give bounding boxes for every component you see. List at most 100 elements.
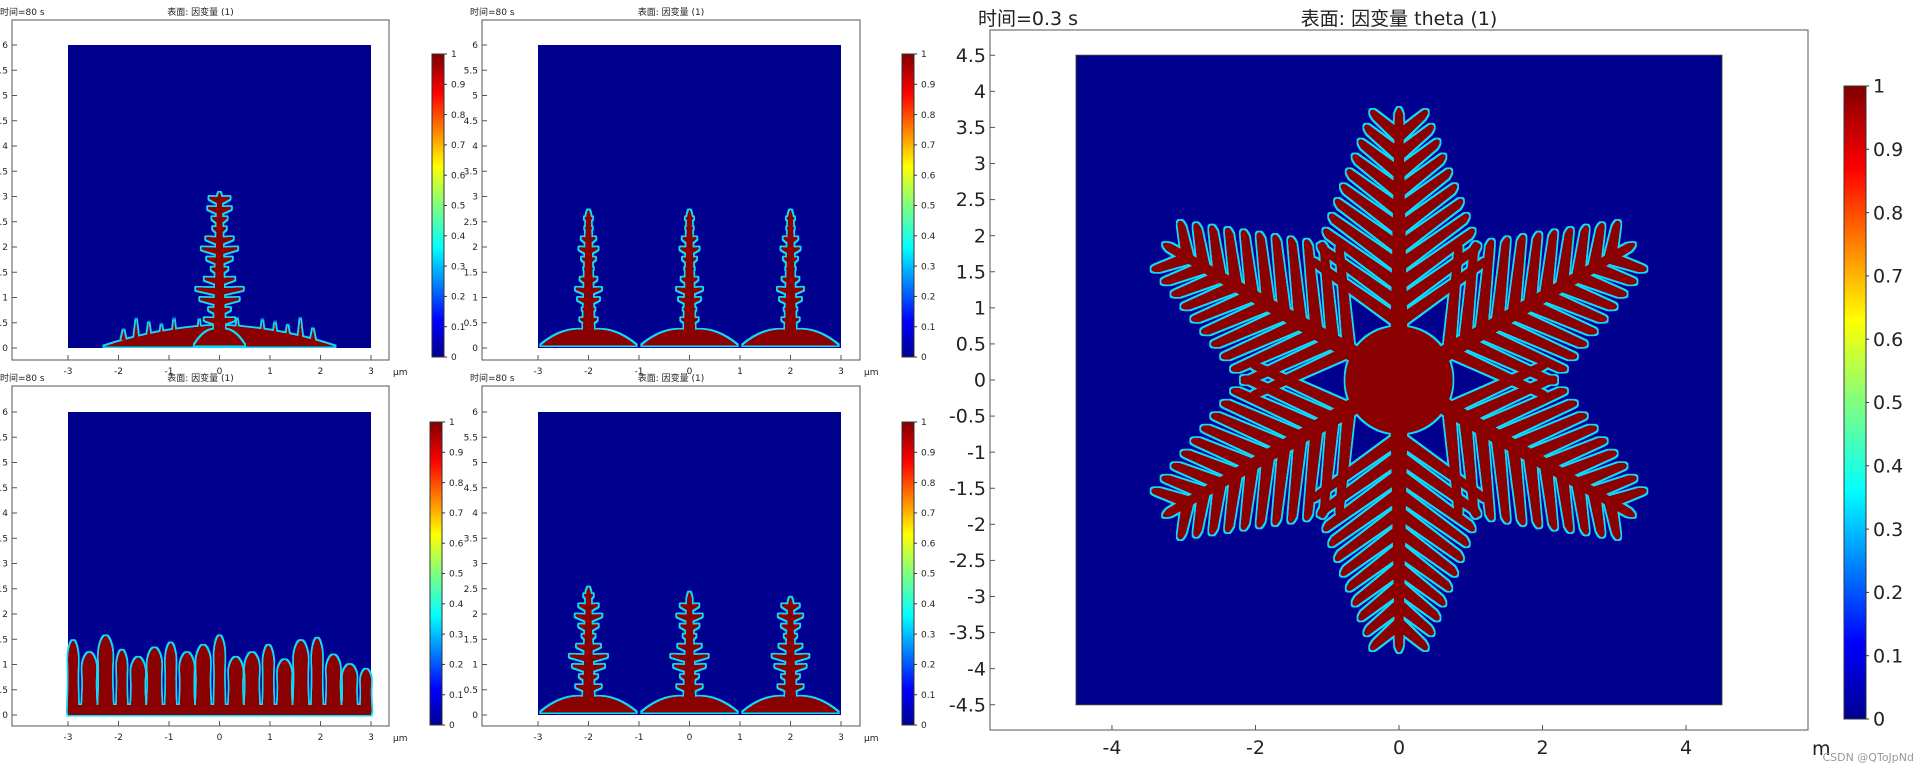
x-tick-label: 2 <box>788 367 794 377</box>
arm-branch <box>1523 232 1542 308</box>
y-tick-label: 6 <box>472 408 478 418</box>
base-spike <box>196 318 202 341</box>
arm-branch <box>1177 220 1195 261</box>
colorbar-tick-label: 0.3 <box>921 262 935 272</box>
dendrite-branch <box>781 674 791 683</box>
y-tick-label: 1 <box>472 661 478 671</box>
time-label: 时间=0.3 s <box>978 8 1078 30</box>
colorbar-tick-label: 0.1 <box>1873 645 1903 667</box>
dendrite-branch <box>670 654 690 663</box>
y-tick-label: 3.5 <box>0 534 8 544</box>
dendrite-branch <box>575 287 589 296</box>
dendrite-branch <box>588 226 593 235</box>
arm-branch <box>1400 579 1440 621</box>
dendrite-branch <box>588 644 601 653</box>
x-tick-label: 3 <box>838 733 844 743</box>
colorbar-tick-label: 0.6 <box>449 539 464 549</box>
colorbar-tick-label: 1 <box>449 418 455 428</box>
dendrite-branch <box>219 206 232 215</box>
dendrite-branch <box>790 257 798 266</box>
arm-branch <box>1603 220 1621 261</box>
arm-branch <box>1190 292 1258 323</box>
y-tick-label: 4.5 <box>464 484 478 494</box>
arm-branch <box>1240 375 1339 422</box>
colorbar-tick-label: 0.5 <box>921 202 935 212</box>
dendrite <box>641 209 738 346</box>
arm-branch <box>1358 139 1398 181</box>
finger <box>262 645 275 713</box>
y-tick-label: 2.5 <box>464 218 478 228</box>
colorbar-tick-label: 0.1 <box>451 323 465 333</box>
dendrite-branch <box>689 634 696 643</box>
arm-branch <box>1208 225 1227 280</box>
chart-1: -3 -2 -1 0 1 2 3 0 0.5 1 1.5 2 2.5 3 3.5 4 4.5 5 5.5 6 μm 时间=… <box>0 6 466 378</box>
arm-branch <box>1400 616 1429 651</box>
dendrite-base <box>641 696 738 713</box>
chart-title: 表面: 因变量 theta (1) <box>1301 8 1498 30</box>
snowflake <box>1151 107 1647 653</box>
arm-branch <box>1224 227 1243 289</box>
dendrite-branch <box>689 644 702 653</box>
dendrite-branch <box>205 236 220 245</box>
dendrite-branch <box>781 603 791 612</box>
y-tick-label: 2 <box>974 225 986 247</box>
dendrite-branch <box>778 644 791 653</box>
dendrite-branch <box>777 287 791 296</box>
x-tick-label: 3 <box>368 367 374 377</box>
arm-branch <box>1400 109 1429 144</box>
time-label: 时间=80 s <box>0 6 45 18</box>
arm-branch <box>1369 109 1398 144</box>
y-tick-label: 0.5 <box>956 334 986 356</box>
arm-branch <box>1491 236 1511 326</box>
arm-branch <box>1328 213 1398 274</box>
y-tick-label: 5.5 <box>0 433 8 443</box>
colorbar-tick-label: 0.7 <box>451 141 465 151</box>
y-tick-label: 6 <box>2 408 8 418</box>
x-tick-label: -1 <box>165 733 174 743</box>
x-tick-label: -2 <box>114 367 123 377</box>
y-tick-label: 4.5 <box>0 117 8 127</box>
chart-5: -4 -2 0 2 4 -4.5 -4 -3.5 -3 -2.5 -2 -1.5 -1 -0.5 0 0.5 1… <box>949 8 1903 760</box>
arm-branch <box>1524 425 1598 459</box>
finger <box>146 647 163 713</box>
finger <box>195 645 212 713</box>
y-tick-label: 0 <box>974 370 986 392</box>
colorbar-tick-label: 0.6 <box>451 171 466 181</box>
y-tick-label: 1.5 <box>0 268 8 278</box>
dendrite-branch <box>779 297 791 306</box>
arm-branch <box>1200 301 1274 335</box>
dendrite-branch <box>578 603 589 612</box>
finger <box>67 640 79 713</box>
colorbar-tick-label: 0 <box>451 353 457 363</box>
finger <box>325 655 342 713</box>
arm-branch <box>1340 524 1398 577</box>
columnar-fingers <box>67 635 372 715</box>
dendrite-branch <box>682 257 690 266</box>
colorbar-tick-label: 0.9 <box>921 80 936 90</box>
y-tick-label: 5 <box>2 92 8 102</box>
base-spike <box>285 324 291 341</box>
x-tick-label: 4 <box>1680 737 1692 759</box>
arm-branch <box>1556 450 1618 478</box>
arm-branch <box>1442 243 1463 354</box>
arm-branch <box>1272 234 1291 317</box>
arm-branch <box>1492 320 1578 360</box>
dendrite-branch <box>219 287 244 296</box>
dendrite-branch <box>207 206 220 215</box>
colorbar-tick-label: 0.7 <box>921 141 935 151</box>
x-tick-label: 1 <box>737 367 743 377</box>
arm-branch <box>1458 241 1479 345</box>
dendrite-branch <box>676 614 690 623</box>
chart-title: 表面: 因变量 (1) <box>638 372 705 384</box>
dendrite-base <box>540 696 637 713</box>
snowflake-arm <box>1394 220 1647 398</box>
dendrite-branch <box>219 307 231 316</box>
dendrite-branch <box>783 236 791 245</box>
arm-branch <box>1287 434 1307 524</box>
arm-branch <box>1193 490 1211 538</box>
y-tick-label: -4 <box>967 658 986 680</box>
colorbar-tick-label: 0.8 <box>449 479 464 489</box>
x-tick-label: 1 <box>267 367 273 377</box>
y-tick-label: -2 <box>967 514 986 536</box>
chart-title: 表面: 因变量 (1) <box>638 6 705 18</box>
